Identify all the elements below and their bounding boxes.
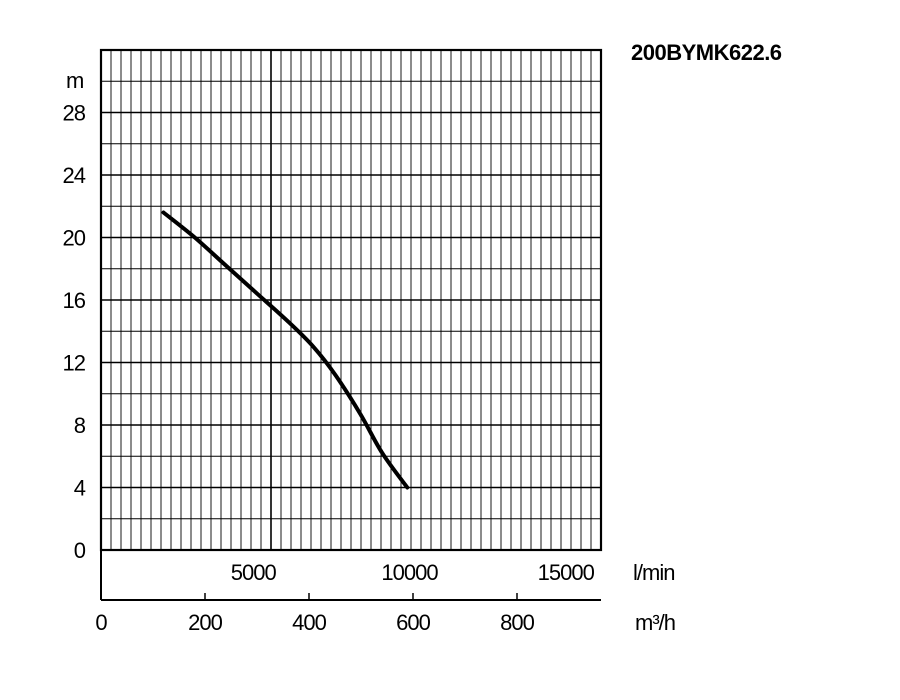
y-tick-label: 0 — [74, 538, 86, 563]
plot-frame — [99, 48, 603, 601]
x-tick-label-lmin: 10000 — [381, 560, 438, 585]
chart-title: 200BYMK622.6 — [631, 40, 782, 65]
tick-labels: 0 4 8 12 16 20 24 28 5000 10000 15000 0 200 400 600 800 — [63, 101, 596, 636]
x-tick-label-lmin: 5000 — [231, 560, 277, 585]
y-tick-label: 20 — [63, 226, 86, 251]
x-tick-label-m3h: 400 — [292, 610, 326, 635]
x-tick-label-m3h: 600 — [396, 610, 430, 635]
y-tick-label: 8 — [74, 413, 86, 438]
x-tick-label-m3h: 200 — [188, 610, 222, 635]
plot-border — [99, 48, 603, 552]
y-tick-label: 12 — [63, 351, 86, 376]
x-axis-secondary-unit-label: m³/h — [635, 610, 675, 635]
y-axis-unit-label: m — [66, 68, 83, 93]
grid-lines — [101, 50, 601, 550]
x-axis-primary-unit-label: l/min — [633, 560, 674, 585]
performance-curve — [161, 210, 410, 490]
curve-layer — [161, 210, 410, 490]
y-tick-label: 24 — [63, 163, 86, 188]
x-tick-label-m3h: 0 — [95, 610, 107, 635]
y-tick-label: 28 — [63, 101, 86, 126]
y-tick-label: 16 — [63, 288, 86, 313]
x-tick-label-m3h: 800 — [500, 610, 534, 635]
y-tick-label: 4 — [74, 476, 86, 501]
x-tick-label-lmin: 15000 — [538, 560, 595, 585]
